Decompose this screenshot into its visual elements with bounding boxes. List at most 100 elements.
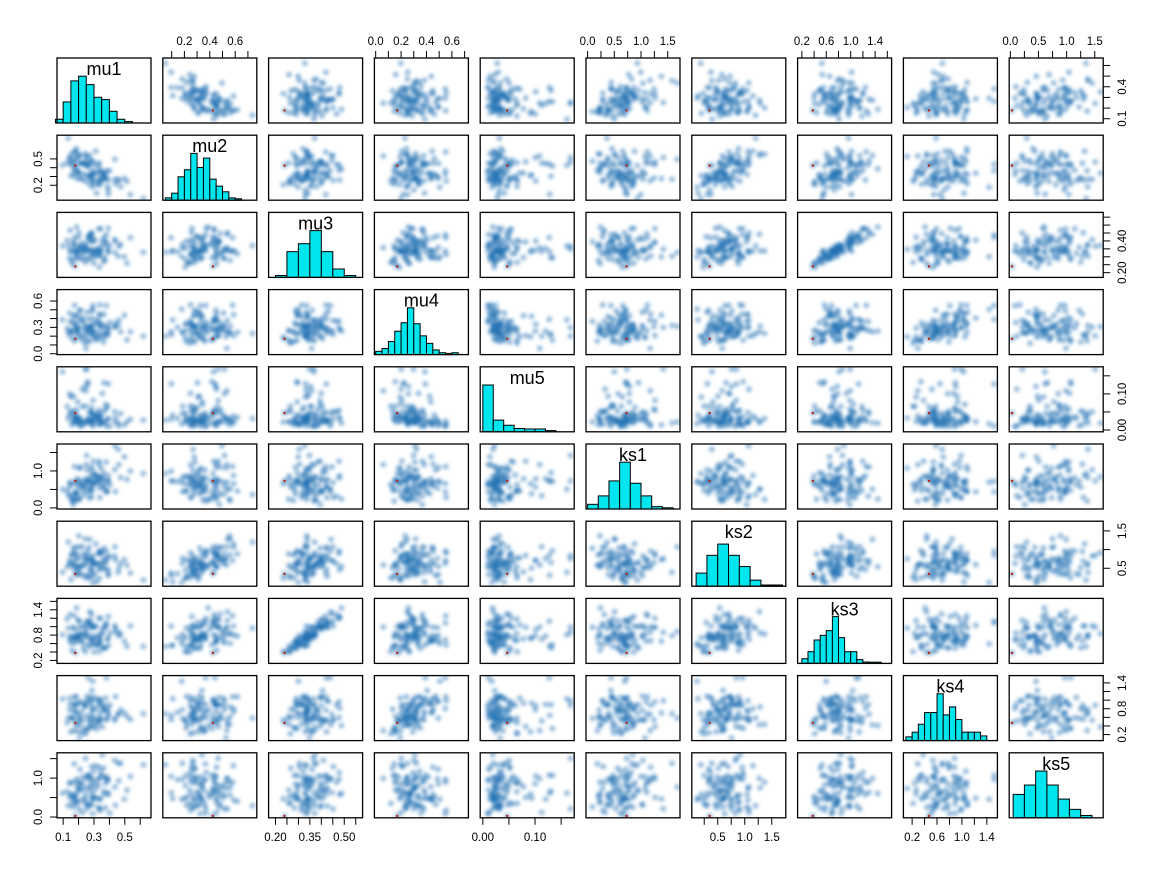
panel-border xyxy=(162,366,258,433)
axis-top-col2-mu2: 0.2 0.4 0.6 xyxy=(171,36,249,58)
hist-bar xyxy=(62,101,72,124)
axis-bottom-col7-ks2: 0.5 1.0 1.5 xyxy=(703,817,780,844)
highlight-point xyxy=(1010,572,1014,576)
highlight-point xyxy=(1010,164,1014,167)
scatter-panel-mu4-vs-mu5 xyxy=(479,288,575,356)
panel-border xyxy=(691,366,787,433)
axis-left-row6-ks1: 0.01.0 xyxy=(33,451,57,516)
panel-border xyxy=(162,288,258,356)
panel-border xyxy=(479,443,575,510)
highlight-point xyxy=(506,265,509,268)
highlight-point xyxy=(1010,411,1014,415)
panel-border xyxy=(691,288,787,356)
scatter-panel-ks4-vs-mu3 xyxy=(267,674,364,742)
scatter-panel-ks3-vs-mu4 xyxy=(373,597,470,665)
hist-bar xyxy=(936,693,944,742)
panel-border xyxy=(691,57,787,124)
scatter-panel-ks2-vs-mu2 xyxy=(162,520,258,587)
scatter-panel-mu5-vs-mu3 xyxy=(267,366,364,433)
panel-border xyxy=(56,752,152,819)
scatter-panel-mu5-vs-ks2 xyxy=(691,366,787,433)
scatter-panel-ks1-vs-ks3 xyxy=(796,443,893,510)
scatter-panel-ks2-vs-ks3 xyxy=(796,520,893,587)
hist-bar xyxy=(942,714,950,742)
highlight-point xyxy=(708,479,711,483)
panel-border xyxy=(373,288,470,356)
scatter-panel-mu1-vs-mu5 xyxy=(479,57,575,124)
panel-border xyxy=(373,443,470,510)
scatter-panel-mu3-vs-mu4 xyxy=(373,211,470,279)
highlight-point xyxy=(283,109,286,112)
axis-right-row5-mu5: 0.000.10 xyxy=(1103,375,1129,441)
axis-left-row4-mu4: 0.00.30.6 xyxy=(33,293,57,362)
highlight-point xyxy=(927,651,931,655)
highlight-point xyxy=(708,164,711,167)
panel-border xyxy=(585,597,681,665)
diag-label-mu1: mu1 xyxy=(86,59,121,79)
hist-bar xyxy=(93,96,103,124)
axis-bottom-col3-mu3: 0.20 0.35 0.50 xyxy=(264,817,357,844)
panel-border xyxy=(902,520,999,587)
hist-bar xyxy=(419,335,427,356)
scatter-panel-ks5-vs-mu1 xyxy=(56,752,152,819)
panel-border xyxy=(479,597,575,665)
scatter-panel-ks4-vs-ks3 xyxy=(796,674,893,742)
panel-border xyxy=(691,134,787,201)
panel-border xyxy=(267,57,364,124)
scatter-panel-ks5-vs-mu4 xyxy=(373,752,470,819)
panel-border xyxy=(902,366,999,433)
hist-bar xyxy=(381,348,389,356)
axis-left-row2-mu2: 0.20.5 xyxy=(33,151,57,193)
panel-border xyxy=(691,443,787,510)
scatter-panel-mu1-vs-ks1 xyxy=(585,57,681,124)
highlight-point xyxy=(811,814,814,818)
scatter-panel-ks3-vs-mu1 xyxy=(56,597,152,665)
hist-bar xyxy=(171,192,179,201)
scatter-panel-mu1-vs-ks3 xyxy=(796,57,893,124)
highlight-point xyxy=(74,337,77,340)
scatter-panel-mu4-vs-mu3 xyxy=(267,288,364,356)
highlight-point xyxy=(708,109,711,112)
highlight-point xyxy=(927,337,931,340)
panel-border xyxy=(267,288,364,356)
scatter-panel-mu1-vs-ks2 xyxy=(691,57,787,124)
scatter-panel-mu5-vs-mu1 xyxy=(56,366,152,433)
highlight-point xyxy=(927,572,931,576)
highlight-point xyxy=(1010,337,1014,340)
highlight-point xyxy=(811,721,814,725)
highlight-point xyxy=(396,721,399,725)
highlight-point xyxy=(927,109,931,112)
hist-bar xyxy=(209,178,217,201)
panel-border xyxy=(162,443,258,510)
axis-right-row7-ks2: 0.51.5 xyxy=(1103,523,1129,576)
hist-bar xyxy=(1012,793,1025,819)
panel-border xyxy=(796,674,893,742)
panel-border xyxy=(902,674,999,742)
highlight-point xyxy=(811,411,814,415)
scatter-panel-ks3-vs-ks5 xyxy=(1008,597,1104,665)
panel-border xyxy=(373,57,470,124)
scatter-panel-mu2-vs-ks3 xyxy=(796,134,893,201)
hist-bar xyxy=(587,503,599,510)
highlight-point xyxy=(74,411,77,415)
hist-bar xyxy=(973,731,982,742)
hist-bar xyxy=(196,166,204,201)
highlight-point xyxy=(927,814,931,818)
panel-border xyxy=(1008,211,1104,279)
scatter-panel-mu2-vs-ks2 xyxy=(691,134,787,201)
scatter-panel-ks4-vs-ks1 xyxy=(585,674,681,742)
axis-bottom-col5-mu5: 0.00 0.10 xyxy=(472,817,562,844)
scatter-panel-mu3-vs-ks3 xyxy=(796,211,893,279)
scatter-panel-ks4-vs-mu2 xyxy=(162,674,258,742)
hist-panel-ks2: ks2 xyxy=(691,520,787,587)
highlight-point xyxy=(625,265,628,268)
scatter-panel-mu2-vs-mu4 xyxy=(373,134,470,201)
hist-bar xyxy=(1046,784,1059,819)
highlight-point xyxy=(211,109,215,112)
scatter-panel-ks2-vs-ks1 xyxy=(585,520,681,587)
panel-border xyxy=(162,674,258,742)
scatter-panel-mu1-vs-ks4 xyxy=(902,57,999,124)
hist-bar xyxy=(619,461,631,510)
scatter-panel-mu1-vs-mu4 xyxy=(373,57,470,124)
scatter-panel-ks2-vs-mu3 xyxy=(267,520,364,587)
